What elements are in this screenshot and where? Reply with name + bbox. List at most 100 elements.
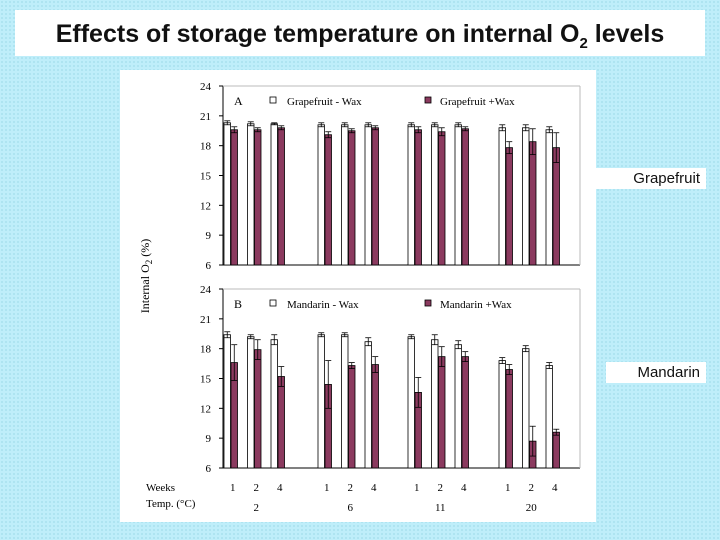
x-week-label: 4 [461,482,467,494]
x-week-label: 4 [277,482,283,494]
bar-minus-wax [364,124,372,266]
x-week-label: 4 [371,482,377,494]
x-week-label: 2 [348,482,354,494]
legend-label: Grapefruit - Wax [287,96,362,108]
bar-plus-wax [505,369,513,469]
y-tick-label: 9 [206,433,212,445]
y-axis-label-part: (%) [138,239,152,260]
bar-plus-wax [438,131,446,266]
y-tick-label: 15 [200,374,212,386]
y-tick-label: 18 [200,141,212,153]
legend-swatch [424,299,432,307]
x-week-label: 1 [414,482,420,494]
bar-minus-wax [545,365,553,469]
bar-plus-wax [438,356,446,469]
bar-minus-wax [223,334,231,469]
x-temp-label: 20 [526,502,538,514]
y-tick-label: 15 [200,171,212,183]
panel-a: 24 21 18 15 12 9 6 A Grapefruit - Wax Grapefruit … [200,81,581,272]
x-week-label: 2 [438,482,444,494]
legend-label: Mandarin - Wax [287,299,359,311]
bar-plus-wax [277,376,285,469]
bar-plus-wax [277,127,285,266]
bar-plus-wax [324,134,332,266]
bar-plus-wax [505,147,513,266]
bar-minus-wax [364,341,372,469]
legend-swatch [269,299,277,307]
title-subscript: 2 [579,35,588,52]
bar-plus-wax [552,147,560,266]
weeks-label: Weeks [146,482,175,494]
bar-minus-wax [317,124,325,266]
bar-minus-wax [341,124,349,266]
y-axis-label-part: Internal O [138,264,152,313]
y-axis-label: Internal O2 (%) [138,239,154,313]
bar-plus-wax [529,141,537,266]
bar-plus-wax [348,365,356,469]
x-week-label: 2 [529,482,535,494]
x-temp-label: 6 [348,502,354,514]
title-main: Effects of storage temperature on intern… [55,20,580,48]
bar-plus-wax [552,431,560,469]
bar-plus-wax [461,356,469,469]
y-tick-label: 6 [206,260,212,272]
panel-b: 24 21 18 15 12 9 6 B Mandarin - Wax Mandarin +Wax [200,284,581,475]
x-week-label: 4 [552,482,558,494]
y-tick-label: 24 [200,284,212,296]
bar-plus-wax [230,129,238,266]
y-tick-label: 12 [200,403,211,415]
bar-minus-wax [522,127,530,266]
y-tick-label: 21 [200,314,211,326]
panel-letter: B [234,297,242,311]
bar-minus-wax [498,127,506,266]
bar-plus-wax [348,130,356,266]
bar-minus-wax [270,339,278,469]
page-title: Effects of storage temperature on intern… [15,10,705,52]
x-week-label: 1 [505,482,511,494]
bar-minus-wax [545,129,553,266]
bar-minus-wax [431,124,439,266]
x-week-label: 1 [230,482,236,494]
temp-axis-label: Temp. (°C) [146,498,196,510]
bar-minus-wax [317,334,325,469]
y-tick-label: 24 [200,81,212,93]
bar-minus-wax [341,334,349,469]
y-tick-label: 21 [200,111,211,123]
bar-minus-wax [454,344,462,469]
mandarin-tag: Mandarin [606,362,706,383]
bar-plus-wax [461,128,469,266]
grapefruit-tag: Grapefruit [594,168,706,189]
legend-label: Mandarin +Wax [440,299,512,311]
title-banner: Effects of storage temperature on intern… [15,10,705,56]
y-tick-label: 6 [206,463,212,475]
y-tick-label: 9 [206,230,212,242]
x-temp-label: 11 [435,502,446,514]
panel-letter: A [234,94,243,108]
title-tail: levels [587,20,665,48]
bar-plus-wax [414,129,422,266]
bar-plus-wax [371,127,379,266]
legend-label: Grapefruit +Wax [440,96,515,108]
legend-swatch [424,96,432,104]
x-temp-label: 2 [254,502,260,514]
chart-panel-area [120,70,596,522]
bar-minus-wax [223,122,231,266]
bar-minus-wax [270,123,278,266]
bar-minus-wax [247,336,255,469]
x-week-label: 1 [324,482,330,494]
y-tick-label: 12 [200,200,211,212]
bar-minus-wax [407,124,415,266]
bar-minus-wax [431,339,439,469]
bar-plus-wax [254,349,262,469]
legend-swatch [269,96,277,104]
bar-minus-wax [498,360,506,469]
bar-minus-wax [522,348,530,469]
bar-plus-wax [254,129,262,266]
y-tick-label: 18 [200,344,212,356]
x-week-label: 2 [254,482,260,494]
bar-plus-wax [371,364,379,469]
bar-minus-wax [247,123,255,266]
bar-minus-wax [454,124,462,266]
bar-minus-wax [407,336,415,469]
